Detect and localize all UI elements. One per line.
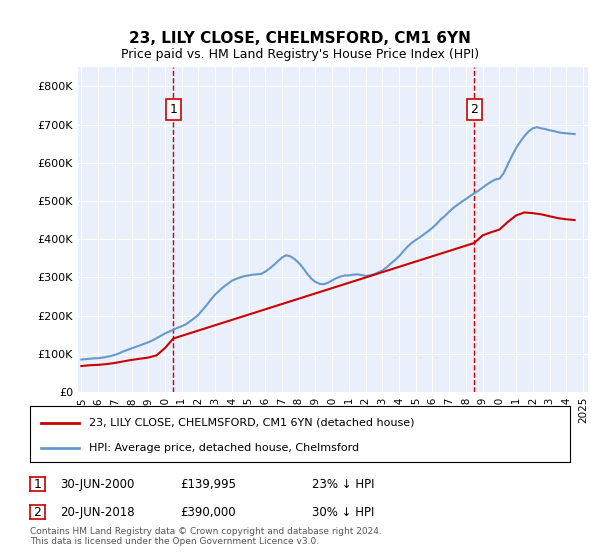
Text: 20-JUN-2018: 20-JUN-2018 — [60, 506, 134, 519]
Text: 23, LILY CLOSE, CHELMSFORD, CM1 6YN: 23, LILY CLOSE, CHELMSFORD, CM1 6YN — [129, 31, 471, 46]
Text: 30% ↓ HPI: 30% ↓ HPI — [312, 506, 374, 519]
Text: 23% ↓ HPI: 23% ↓ HPI — [312, 478, 374, 491]
Text: Price paid vs. HM Land Registry's House Price Index (HPI): Price paid vs. HM Land Registry's House … — [121, 48, 479, 60]
Text: 2: 2 — [470, 103, 478, 116]
Text: 1: 1 — [169, 103, 177, 116]
Text: 2: 2 — [34, 506, 41, 519]
Text: Contains HM Land Registry data © Crown copyright and database right 2024.
This d: Contains HM Land Registry data © Crown c… — [30, 526, 382, 546]
Text: HPI: Average price, detached house, Chelmsford: HPI: Average price, detached house, Chel… — [89, 443, 359, 453]
Text: £139,995: £139,995 — [180, 478, 236, 491]
Text: £390,000: £390,000 — [180, 506, 236, 519]
Text: 30-JUN-2000: 30-JUN-2000 — [60, 478, 134, 491]
Text: 23, LILY CLOSE, CHELMSFORD, CM1 6YN (detached house): 23, LILY CLOSE, CHELMSFORD, CM1 6YN (det… — [89, 418, 415, 428]
Text: 1: 1 — [34, 478, 41, 491]
